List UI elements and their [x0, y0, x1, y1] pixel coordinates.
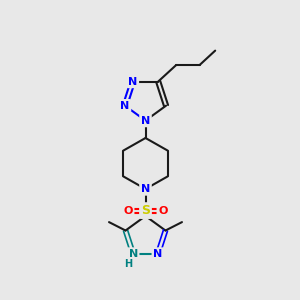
Text: N: N: [141, 116, 150, 126]
Text: N: N: [128, 249, 138, 259]
Text: N: N: [128, 76, 137, 86]
Text: O: O: [123, 206, 133, 216]
Text: N: N: [141, 184, 150, 194]
Text: O: O: [158, 206, 168, 216]
Text: N: N: [120, 101, 130, 111]
Text: S: S: [141, 204, 150, 217]
Text: H: H: [124, 260, 132, 269]
Text: N: N: [153, 249, 163, 259]
